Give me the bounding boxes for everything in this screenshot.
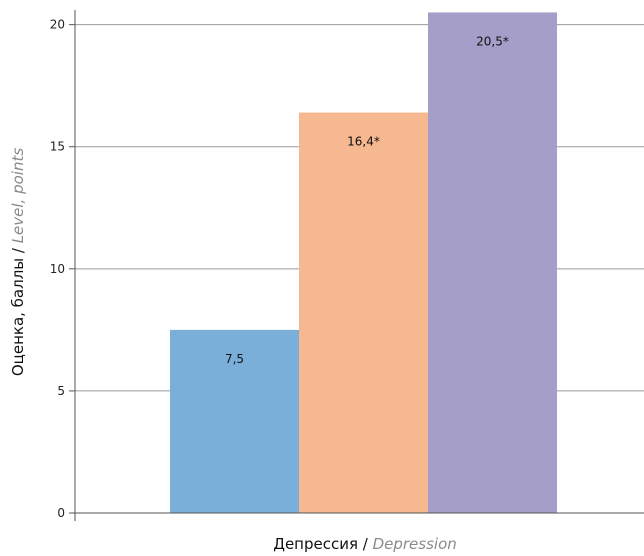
y-tick-label-10: 10: [50, 262, 65, 276]
bar-value-label-1: 7,5: [225, 352, 244, 366]
y-tick-label-20: 20: [50, 18, 65, 32]
x-axis-title-italic: Depression: [373, 535, 457, 553]
bar-value-label-2: 16,4*: [347, 135, 380, 149]
bars: [170, 12, 557, 514]
y-tick-labels: 0 5 10 15 20: [50, 18, 75, 520]
bar-3: [428, 12, 557, 514]
y-axis-title-main: Оценка, баллы /: [9, 243, 27, 376]
x-axis-title-main: Депрессия /: [273, 535, 372, 553]
y-axis-title: Оценка, баллы / Level, points: [9, 148, 27, 377]
y-axis-title-italic: Level, points: [9, 148, 27, 244]
bar-1: [170, 329, 299, 513]
axes: [74, 10, 644, 521]
bar-value-labels: 7,5 16,4* 20,5*: [225, 34, 509, 365]
y-tick-label-0: 0: [57, 506, 65, 520]
y-tick-label-15: 15: [50, 140, 65, 154]
bar-value-label-3: 20,5*: [476, 34, 509, 48]
x-axis-title: Депрессия / Depression: [273, 535, 457, 553]
y-tick-label-5: 5: [57, 384, 65, 398]
bar-2: [299, 112, 428, 513]
